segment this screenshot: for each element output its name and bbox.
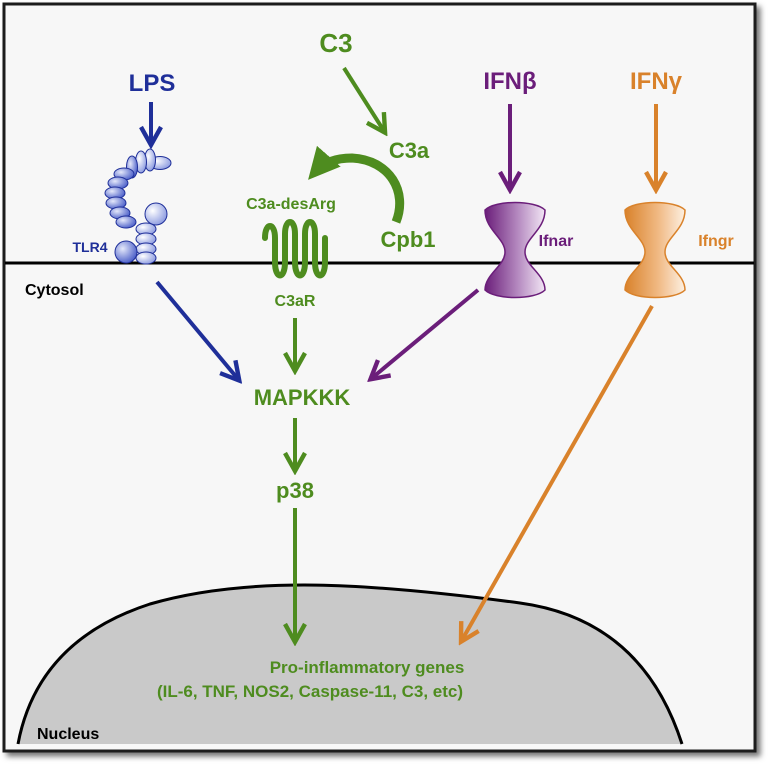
ifnar-icon [484, 201, 546, 299]
arrow-ifngr-to-genes [462, 305, 654, 640]
c3ar-label: C3aR [275, 293, 316, 310]
cpb1-label: Cpb1 [381, 227, 436, 252]
cytosol-label: Cytosol [25, 282, 84, 299]
ifnb-label: IFNβ [483, 68, 536, 95]
cpb1-curved-arrow [308, 145, 405, 224]
arrow-ifnar-to-mapkkk [372, 288, 480, 378]
p38-label: p38 [276, 478, 314, 503]
arrows [151, 66, 656, 640]
ifnar-label: Ifnar [539, 233, 574, 250]
ifngr-icon [624, 201, 686, 299]
c3ar-icon [262, 219, 328, 279]
c3a-label: C3a [389, 138, 430, 163]
arrow-c3-to-c3a [342, 66, 384, 131]
arrow-tlr4-to-mapkkk [155, 280, 238, 379]
tlr4-label: TLR4 [73, 239, 108, 255]
ifngr-label: Ifngr [698, 233, 734, 250]
nucleus-shape [16, 583, 684, 745]
lps-label: LPS [129, 70, 176, 97]
mapkkk-label: MAPKKK [254, 385, 351, 410]
ifng-label: IFNγ [630, 68, 683, 95]
c3a-desarg-label: C3a-desArg [246, 196, 336, 213]
nucleus-label: Nucleus [37, 726, 99, 743]
genes-list: (IL-6, TNF, NOS2, Caspase-11, C3, etc) [157, 682, 463, 701]
genes-title: Pro-inflammatory genes [270, 658, 465, 677]
c3-label: C3 [319, 28, 352, 58]
tlr4-icon [104, 148, 172, 265]
